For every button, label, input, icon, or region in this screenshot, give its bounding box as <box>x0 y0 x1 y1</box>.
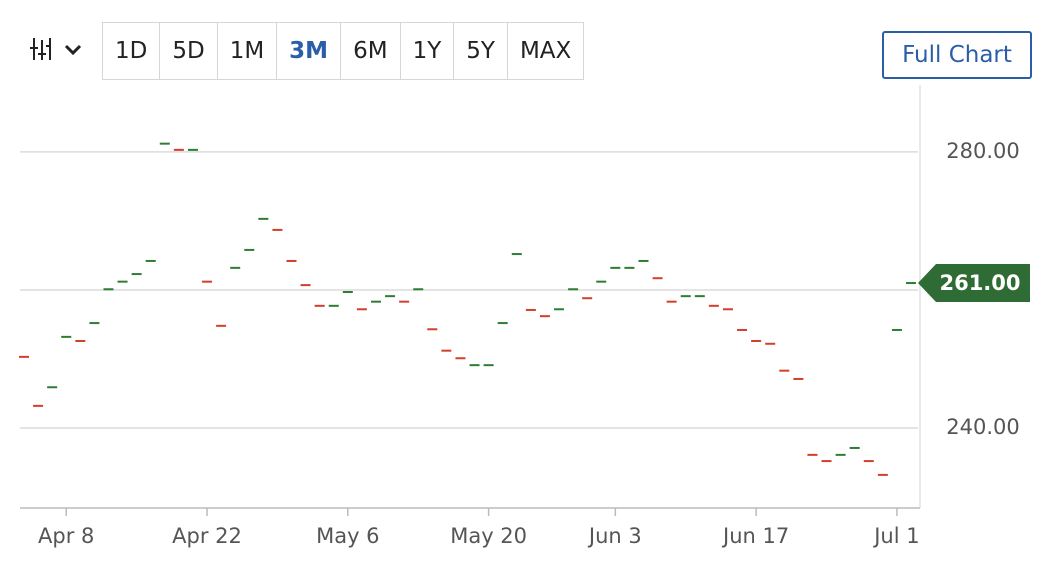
price-dash <box>582 297 593 300</box>
price-dash <box>61 335 72 338</box>
x-tick-label: Jul 1 <box>872 524 919 548</box>
price-dash <box>427 328 438 331</box>
price-dash <box>877 473 888 476</box>
price-dash <box>807 453 818 456</box>
y-tick-label: 240.00 <box>946 415 1019 439</box>
price-dash <box>145 259 156 262</box>
price-dash <box>638 259 649 262</box>
range-button[interactable]: 5D <box>160 23 218 79</box>
x-tick-label: May 20 <box>450 524 527 548</box>
price-dash <box>19 355 29 358</box>
price-dash <box>722 308 733 311</box>
price-dash <box>356 308 367 311</box>
price-dash <box>47 386 58 389</box>
price-dash <box>314 304 325 307</box>
price-dash <box>624 266 635 269</box>
price-dash <box>385 295 396 298</box>
price-dash <box>441 349 452 352</box>
x-tick-label: Apr 22 <box>172 524 242 548</box>
x-tick-label: Jun 3 <box>587 524 642 548</box>
price-dash <box>779 369 790 372</box>
full-chart-button[interactable]: Full Chart <box>882 31 1032 79</box>
price-dash <box>525 308 536 311</box>
price-dash <box>131 273 142 276</box>
price-dash <box>173 148 184 151</box>
range-button[interactable]: 1D <box>103 23 161 79</box>
range-button[interactable]: MAX <box>519 38 572 64</box>
range-button[interactable]: 3M <box>277 23 342 79</box>
price-dash <box>230 266 241 269</box>
price-dash <box>75 340 86 343</box>
price-dash <box>258 217 269 220</box>
x-tick-label: Jun 17 <box>721 524 789 548</box>
price-dash <box>821 460 832 463</box>
price-dash <box>89 322 100 325</box>
price-dash <box>33 404 44 407</box>
price-dash <box>103 288 114 291</box>
range-button[interactable]: 6M <box>341 23 401 79</box>
price-dash <box>554 308 565 311</box>
price-dash <box>751 340 762 343</box>
price-dash <box>539 315 550 318</box>
price-dash <box>286 259 297 262</box>
x-tick-label: May 6 <box>316 524 379 548</box>
price-dash <box>328 304 339 307</box>
price-dash <box>455 357 466 360</box>
price-dash <box>342 291 353 294</box>
price-dash <box>708 304 719 307</box>
price-dash <box>666 300 677 303</box>
price-dash <box>399 300 410 303</box>
range-button[interactable]: 1M <box>218 23 278 79</box>
y-tick-label: 280.00 <box>946 139 1019 163</box>
last-price-label: 261.00 <box>939 271 1020 295</box>
price-dash <box>497 322 508 325</box>
price-dash <box>863 460 874 463</box>
price-dash <box>793 377 804 380</box>
last-price-marker <box>918 264 1030 303</box>
price-dash <box>737 328 748 331</box>
chart-type-icon[interactable] <box>28 34 88 66</box>
price-dash <box>694 295 705 298</box>
price-dash <box>511 253 522 256</box>
range-button[interactable]: 1Y <box>401 23 455 79</box>
price-dash <box>610 266 621 269</box>
price-dash <box>300 284 311 287</box>
price-dash <box>680 295 691 298</box>
price-dash <box>891 328 902 331</box>
price-dash <box>187 148 198 151</box>
price-dash <box>272 228 283 231</box>
price-dash <box>849 446 860 449</box>
price-dash <box>469 364 480 367</box>
price-dash <box>202 280 213 283</box>
price-dash <box>835 453 846 456</box>
price-dash <box>244 248 255 251</box>
price-dash <box>765 342 776 345</box>
x-tick-label: Apr 8 <box>38 524 94 548</box>
price-dash <box>906 282 916 285</box>
price-dash <box>370 300 381 303</box>
price-dash <box>568 288 579 291</box>
range-buttons: 1D 5D 1M 3M 6M 1Y 5Y MAX <box>102 22 585 80</box>
price-dash <box>159 142 170 145</box>
price-dash <box>652 277 663 280</box>
price-dash <box>483 364 494 367</box>
price-dash <box>216 324 227 327</box>
price-dash <box>413 288 424 291</box>
range-button[interactable]: 5Y <box>454 23 508 79</box>
price-dash <box>117 280 128 283</box>
price-dash <box>596 280 607 283</box>
